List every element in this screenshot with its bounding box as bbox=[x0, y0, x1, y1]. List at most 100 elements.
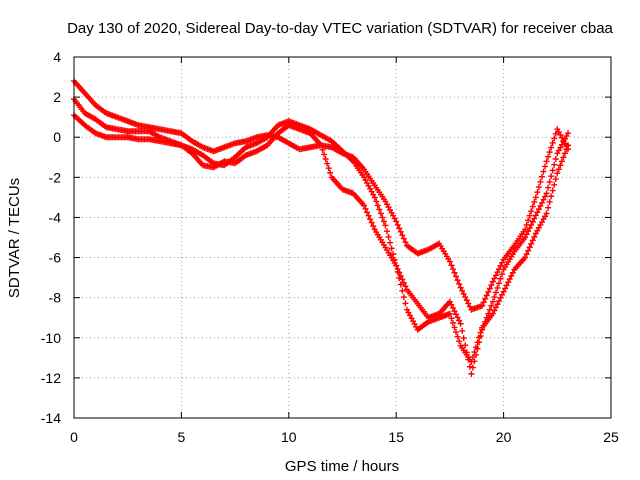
data-point bbox=[376, 206, 383, 213]
data-point bbox=[552, 130, 559, 137]
y-tick-label: -4 bbox=[49, 209, 62, 225]
data-point bbox=[563, 146, 570, 153]
data-point bbox=[495, 298, 502, 305]
data-point bbox=[529, 218, 536, 225]
data-point bbox=[393, 218, 400, 225]
data-point bbox=[523, 251, 530, 258]
data-point bbox=[522, 226, 529, 233]
data-point bbox=[400, 235, 407, 242]
y-tick-label: -8 bbox=[49, 290, 62, 306]
data-point bbox=[400, 294, 407, 301]
data-point bbox=[459, 287, 466, 294]
data-point bbox=[486, 306, 493, 313]
data-point bbox=[551, 135, 558, 142]
data-point bbox=[489, 278, 496, 285]
data-point bbox=[523, 231, 530, 238]
data-point bbox=[494, 269, 501, 276]
data-point bbox=[489, 310, 496, 317]
data-point bbox=[538, 173, 545, 180]
data-point bbox=[383, 228, 390, 235]
data-point bbox=[377, 210, 384, 217]
data-point bbox=[522, 254, 529, 261]
data-point bbox=[537, 202, 544, 209]
data-point bbox=[548, 193, 555, 200]
data-point bbox=[546, 198, 553, 205]
data-point bbox=[448, 262, 455, 269]
data-point bbox=[495, 280, 502, 287]
data-point bbox=[394, 268, 401, 275]
data-point bbox=[552, 176, 559, 183]
data-point bbox=[497, 294, 504, 301]
data-point bbox=[537, 178, 544, 185]
data-point bbox=[368, 219, 375, 226]
y-tick-label: -12 bbox=[41, 370, 61, 386]
data-point bbox=[488, 302, 495, 309]
data-point bbox=[393, 262, 400, 269]
data-point bbox=[526, 225, 533, 232]
data-point bbox=[373, 198, 380, 205]
data-point bbox=[492, 289, 499, 296]
series-trace-c bbox=[71, 112, 572, 365]
data-point bbox=[499, 271, 506, 278]
x-tick-label: 15 bbox=[388, 429, 404, 445]
data-point bbox=[402, 300, 409, 307]
data-point bbox=[396, 275, 403, 282]
data-point bbox=[456, 338, 463, 345]
data-point bbox=[446, 310, 453, 317]
data-point bbox=[489, 298, 496, 305]
data-point bbox=[545, 184, 552, 191]
data-point bbox=[456, 280, 463, 287]
data-point bbox=[485, 288, 492, 295]
data-point bbox=[505, 279, 512, 286]
data-point bbox=[457, 284, 464, 291]
axis-ticks: 0 5 10 15 20 25 -14 -12 -10 -8 -6 -4 -2 0 2 4 bbox=[41, 49, 619, 445]
data-point bbox=[469, 353, 476, 360]
data-point bbox=[542, 163, 549, 170]
data-point bbox=[545, 153, 552, 160]
x-tick-label: 25 bbox=[603, 429, 619, 445]
data-point bbox=[538, 199, 545, 206]
data-point bbox=[548, 173, 555, 180]
data-point bbox=[360, 202, 367, 209]
data-point bbox=[453, 311, 460, 318]
data-point bbox=[402, 239, 409, 246]
y-tick-label: -10 bbox=[41, 330, 61, 346]
data-point bbox=[546, 178, 553, 185]
data-point bbox=[448, 301, 455, 308]
data-point bbox=[453, 273, 460, 280]
data-point bbox=[531, 215, 538, 222]
data-point bbox=[543, 210, 550, 217]
data-point bbox=[534, 189, 541, 196]
data-point bbox=[483, 292, 490, 299]
data-point bbox=[322, 155, 329, 162]
data-point bbox=[479, 302, 486, 309]
data-point bbox=[394, 221, 401, 228]
data-point bbox=[469, 364, 476, 371]
data-point bbox=[535, 184, 542, 191]
data-point bbox=[506, 276, 513, 283]
data-point bbox=[463, 297, 470, 304]
data-point bbox=[531, 198, 538, 205]
data-point bbox=[532, 194, 539, 201]
data-point bbox=[525, 217, 532, 224]
data-point bbox=[480, 299, 487, 306]
data-point bbox=[540, 168, 547, 175]
data-point bbox=[396, 225, 403, 232]
data-point bbox=[474, 339, 481, 346]
y-tick-label: -2 bbox=[49, 169, 62, 185]
data-point bbox=[365, 212, 372, 219]
data-point bbox=[446, 298, 453, 305]
data-point bbox=[371, 194, 378, 201]
grid-lines bbox=[74, 57, 611, 418]
data-point bbox=[525, 247, 532, 254]
data-point bbox=[454, 277, 461, 284]
data-point bbox=[557, 162, 564, 169]
data-point bbox=[319, 146, 326, 153]
data-point bbox=[388, 245, 395, 252]
x-tick-label: 10 bbox=[281, 429, 297, 445]
data-point bbox=[397, 228, 404, 235]
data-point bbox=[321, 151, 328, 158]
data-point bbox=[545, 204, 552, 211]
data-point bbox=[460, 335, 467, 342]
data-point bbox=[402, 283, 409, 290]
